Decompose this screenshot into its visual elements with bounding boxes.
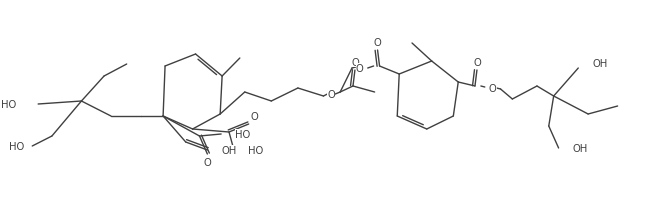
Text: OH: OH <box>592 59 607 69</box>
Text: OH: OH <box>573 143 588 153</box>
Text: OH: OH <box>221 145 236 155</box>
Text: O: O <box>473 58 481 68</box>
Text: HO: HO <box>235 129 250 139</box>
Text: HO: HO <box>1 100 16 110</box>
Text: O: O <box>374 38 381 48</box>
Text: O: O <box>351 58 359 68</box>
Text: O: O <box>327 90 335 100</box>
Text: HO: HO <box>248 145 263 155</box>
Text: O: O <box>251 111 258 121</box>
Text: O: O <box>203 157 211 167</box>
Text: O: O <box>356 64 363 74</box>
Text: O: O <box>489 84 497 94</box>
Text: HO: HO <box>9 141 24 151</box>
